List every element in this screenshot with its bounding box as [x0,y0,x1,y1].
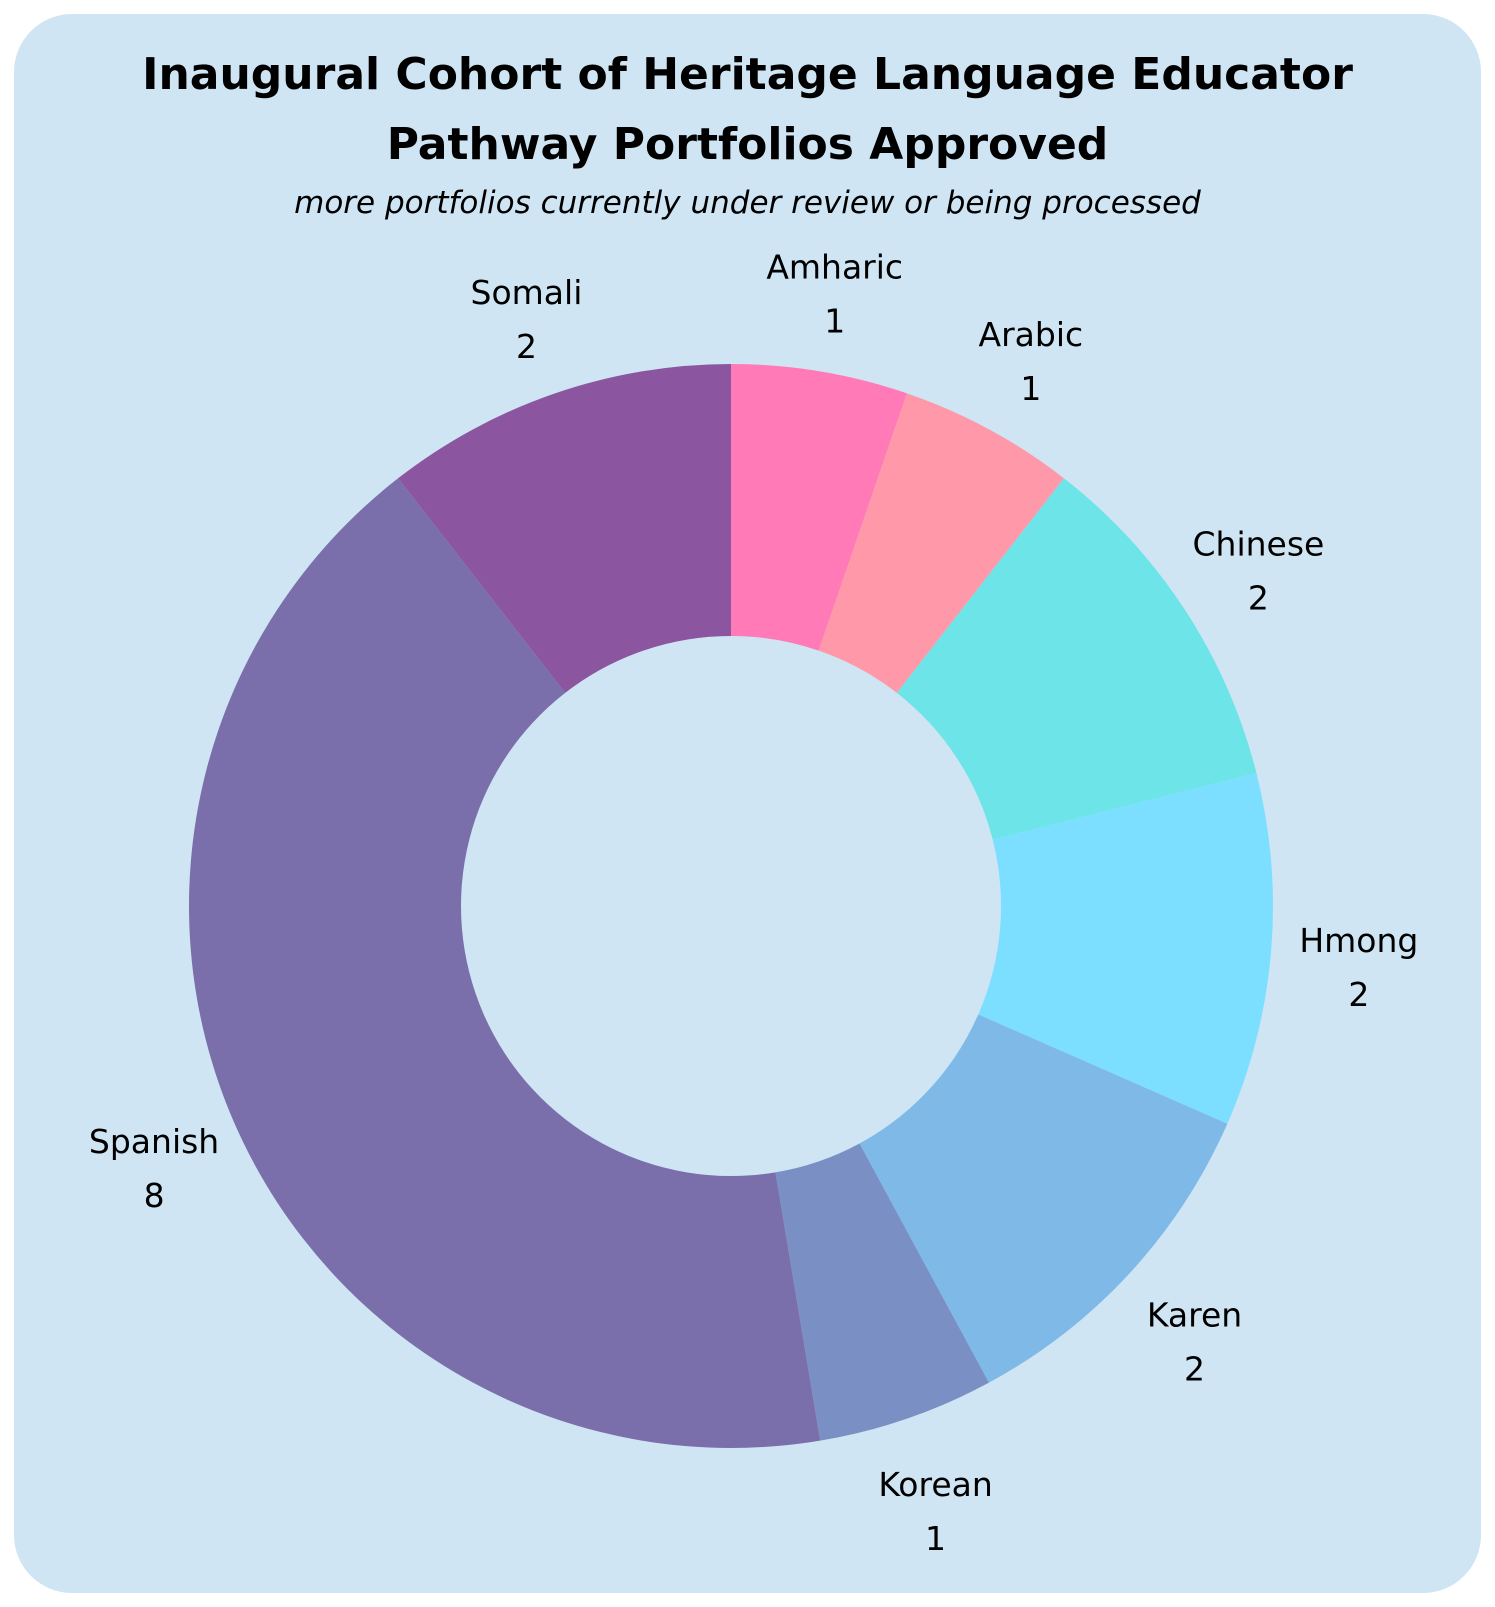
slice-label-value: 8 [144,1176,165,1215]
slice-label-name: Hmong [1299,921,1418,960]
slice-label-somali: Somali 2 [471,273,583,366]
slice-arabic [818,393,1064,693]
slice-label-value: 2 [516,327,537,366]
slice-label-name: Korean [878,1465,992,1504]
slice-karen [859,1014,1228,1383]
slice-korean [775,1143,989,1441]
slice-label-value: 1 [824,302,845,341]
slice-label-value: 2 [1184,1350,1205,1389]
slice-somali [398,364,731,693]
slice-label-name: Spanish [89,1122,219,1161]
slice-label-hmong: Hmong 2 [1299,921,1418,1014]
slice-label-value: 2 [1248,578,1269,617]
slice-label-karen: Karen 2 [1147,1296,1242,1389]
slice-hmong [978,772,1273,1124]
slice-label-name: Chinese [1192,524,1324,563]
slice-chinese [896,478,1257,840]
chart-title-line-1: Inaugural Cohort of Heritage Language Ed… [142,49,1353,100]
slice-label-arabic: Arabic 1 [979,315,1084,408]
chart-title-line-2: Pathway Portfolios Approved [386,119,1109,170]
chart-title: Inaugural Cohort of Heritage Language Ed… [0,40,1495,180]
slice-spanish [189,478,821,1448]
chart-subtitle: more portfolios currently under review o… [294,185,1201,221]
slice-label-chinese: Chinese 2 [1192,524,1324,617]
donut-labels: Amharic 1 Arabic 1 Chinese 2 Hmong 2 Karen 2 Korea… [89,248,1418,1558]
slice-label-value: 1 [925,1519,946,1558]
slice-label-name: Amharic [766,248,903,287]
slice-label-korean: Korean 1 [878,1465,992,1558]
slice-label-name: Karen [1147,1296,1242,1335]
slice-label-value: 1 [1020,369,1041,408]
slice-label-value: 2 [1348,975,1369,1014]
slice-amharic [731,364,907,651]
donut-slices [189,364,1273,1448]
slice-label-amharic: Amharic 1 [766,248,903,341]
slice-label-name: Somali [471,273,583,312]
slice-label-spanish: Spanish 8 [89,1122,219,1215]
slice-label-name: Arabic [979,315,1084,354]
